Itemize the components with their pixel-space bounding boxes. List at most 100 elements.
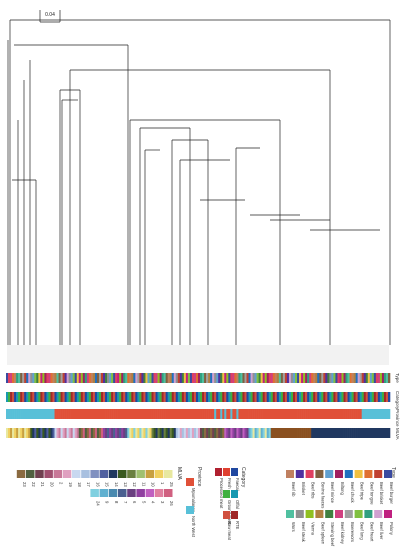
mlva-legend-label: 25 xyxy=(169,482,174,487)
type-track-cell xyxy=(367,373,371,383)
mlva-track-cell xyxy=(379,428,383,438)
type-track-cell xyxy=(200,373,203,383)
province-track-cell xyxy=(12,409,15,419)
province-track-cell xyxy=(169,409,173,419)
type-track-cell xyxy=(78,373,82,383)
mlva-legend-label: 1 xyxy=(160,482,165,485)
type-track-cell xyxy=(92,373,96,383)
province-track-cell xyxy=(103,409,106,419)
category-track-cell xyxy=(94,392,98,402)
type-track-cell xyxy=(301,373,304,383)
type-track-cell xyxy=(52,373,55,383)
dendrogram-tree xyxy=(7,19,391,345)
type-track-cell xyxy=(189,373,193,383)
type-track-cell xyxy=(270,373,274,383)
type-track-cell xyxy=(315,373,318,383)
type-track-cell xyxy=(155,373,158,383)
mlva-track-cell xyxy=(335,428,338,438)
province-track-cell xyxy=(345,409,348,419)
type-track-cell xyxy=(234,373,237,383)
province-track-cell xyxy=(357,409,360,419)
category-track-cell xyxy=(204,392,207,402)
mlva-track-cell xyxy=(256,428,259,438)
province-track-cell xyxy=(46,409,49,419)
type-legend-label: Beef rib xyxy=(291,482,296,497)
type-track-cell xyxy=(266,373,270,383)
mlva-track-cell xyxy=(260,428,263,438)
province-track-cell xyxy=(262,409,265,419)
mlva-track-cell xyxy=(254,428,257,438)
mlva-track-cell xyxy=(14,428,17,438)
category-track-cell xyxy=(24,392,27,402)
mlva-track-cell xyxy=(341,428,344,438)
mlva-track-cell xyxy=(351,428,354,438)
category-track-cell xyxy=(365,392,369,402)
province-track-cell xyxy=(200,409,203,419)
province-track-cell xyxy=(177,409,181,419)
category-track-cell xyxy=(135,392,138,402)
category-track-cell xyxy=(373,392,377,402)
type-track-cell xyxy=(359,373,362,383)
category-track-cell xyxy=(311,392,314,402)
type-legend-swatch xyxy=(335,510,343,518)
type-legend-label: Beef liver xyxy=(379,522,384,540)
type-track-cell xyxy=(66,373,69,383)
type-track-cell xyxy=(105,373,108,383)
type-track-cell xyxy=(145,373,148,383)
category-track-cell xyxy=(80,392,84,402)
mlva-track-cell xyxy=(20,428,23,438)
province-track-cell xyxy=(159,409,162,419)
category-track-cell xyxy=(353,392,356,402)
type-track-cell xyxy=(185,373,189,383)
mlva-legend-swatch xyxy=(154,470,164,478)
type-track-cell xyxy=(28,373,31,383)
province-track-cell xyxy=(157,409,160,419)
category-track-cell xyxy=(100,392,104,402)
province-track-cell xyxy=(165,409,168,419)
type-legend-label: Stewing beef xyxy=(330,522,335,547)
province-track-cell xyxy=(145,409,148,419)
type-track-cell xyxy=(191,373,195,383)
mlva-track-cell xyxy=(325,428,328,438)
mlva-legend-swatch xyxy=(44,470,53,478)
type-track-cell xyxy=(70,373,73,383)
mlva-legend-label: 18 xyxy=(77,482,82,487)
province-track-cell xyxy=(337,409,340,419)
mlva-track-cell xyxy=(157,428,160,438)
category-legend-swatch xyxy=(231,490,238,498)
type-track-cell xyxy=(135,373,138,383)
category-track-cell xyxy=(236,392,239,402)
province-track-cell xyxy=(303,409,306,419)
type-track-cell xyxy=(319,373,322,383)
category-track-cell xyxy=(295,392,298,402)
province-track-cell xyxy=(311,409,314,419)
province-track-cell xyxy=(48,409,51,419)
province-track-cell xyxy=(18,409,21,419)
type-track-cell xyxy=(242,373,245,383)
type-track-cell xyxy=(220,373,223,383)
province-track-cell xyxy=(127,409,130,419)
category-track-cell xyxy=(86,392,90,402)
mlva-track-cell xyxy=(155,428,158,438)
mlva-track-cell xyxy=(248,428,251,438)
type-track-cell xyxy=(113,373,116,383)
type-track-cell xyxy=(115,373,118,383)
category-track-cell xyxy=(103,392,106,402)
mlva-track-cell xyxy=(284,428,288,438)
mlva-track-cell xyxy=(311,428,314,438)
mlva-track-cell xyxy=(161,428,164,438)
mlva-track-cell xyxy=(84,428,88,438)
mlva-track-cell xyxy=(54,428,57,438)
type-track-cell xyxy=(307,373,310,383)
mlva-track-cell xyxy=(109,428,112,438)
mlva-legend-label: 11 xyxy=(141,482,146,487)
category-track-cell xyxy=(70,392,73,402)
province-track-cell xyxy=(309,409,312,419)
category-track-cell xyxy=(18,392,21,402)
province-track-cell xyxy=(313,409,316,419)
province-track-cell xyxy=(301,409,304,419)
mlva-track-cell xyxy=(222,428,225,438)
category-track-cell xyxy=(119,392,122,402)
type-track-cell xyxy=(371,373,375,383)
scale-bar-label: 0.04 xyxy=(45,12,55,18)
